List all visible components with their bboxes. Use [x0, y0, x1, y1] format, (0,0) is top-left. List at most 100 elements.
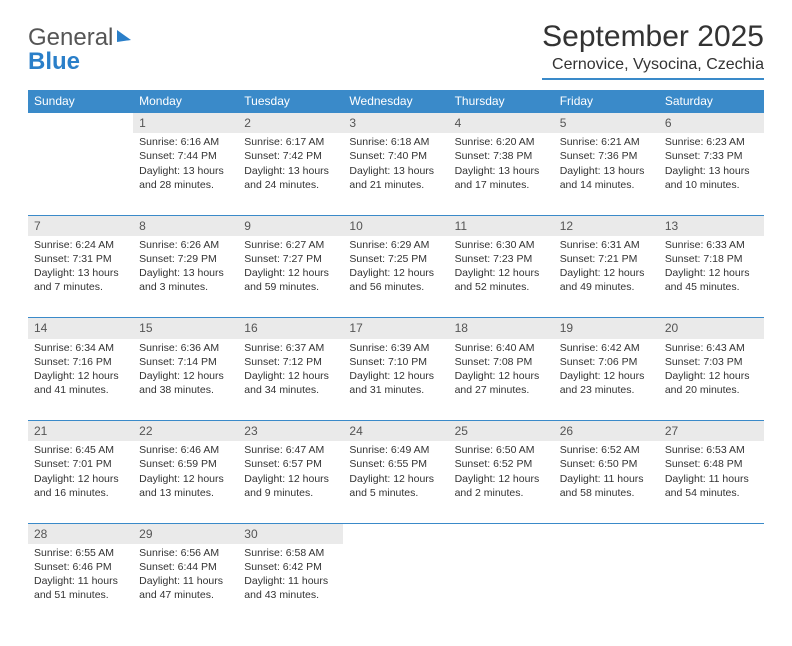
- day-info-line: Sunset: 6:42 PM: [244, 560, 337, 574]
- day-number-cell: 15: [133, 318, 238, 339]
- weekday-header: Friday: [554, 90, 659, 113]
- day-info-line: Daylight: 12 hours: [455, 472, 548, 486]
- day-info-line: and 27 minutes.: [455, 383, 548, 397]
- day-number-cell: 2: [238, 113, 343, 134]
- day-content-cell: [554, 544, 659, 626]
- day-info-line: and 41 minutes.: [34, 383, 127, 397]
- day-number-cell: 27: [659, 421, 764, 442]
- day-content-cell: Sunrise: 6:49 AMSunset: 6:55 PMDaylight:…: [343, 441, 448, 523]
- day-info-line: Daylight: 11 hours: [34, 574, 127, 588]
- day-info-line: Sunset: 7:27 PM: [244, 252, 337, 266]
- day-info-line: Sunrise: 6:43 AM: [665, 341, 758, 355]
- day-info-line: Daylight: 13 hours: [665, 164, 758, 178]
- day-number-row: 282930: [28, 523, 764, 544]
- day-number-cell: 30: [238, 523, 343, 544]
- day-number-cell: 18: [449, 318, 554, 339]
- day-content-cell: Sunrise: 6:20 AMSunset: 7:38 PMDaylight:…: [449, 133, 554, 215]
- day-info-line: Sunrise: 6:42 AM: [560, 341, 653, 355]
- logo-text-blue: Blue: [28, 48, 80, 75]
- day-content-cell: Sunrise: 6:55 AMSunset: 6:46 PMDaylight:…: [28, 544, 133, 626]
- day-info-line: Sunset: 7:21 PM: [560, 252, 653, 266]
- day-content-cell: Sunrise: 6:31 AMSunset: 7:21 PMDaylight:…: [554, 236, 659, 318]
- day-info-line: Sunrise: 6:27 AM: [244, 238, 337, 252]
- day-info-line: and 16 minutes.: [34, 486, 127, 500]
- day-info-line: Sunset: 6:44 PM: [139, 560, 232, 574]
- day-number-row: 123456: [28, 113, 764, 134]
- day-info-line: and 45 minutes.: [665, 280, 758, 294]
- weekday-header: Saturday: [659, 90, 764, 113]
- day-info-line: Sunset: 7:38 PM: [455, 149, 548, 163]
- day-number-cell: 11: [449, 215, 554, 236]
- day-info-line: Daylight: 11 hours: [139, 574, 232, 588]
- day-info-line: Sunrise: 6:58 AM: [244, 546, 337, 560]
- day-info-line: and 38 minutes.: [139, 383, 232, 397]
- day-number-cell: 29: [133, 523, 238, 544]
- day-info-line: Daylight: 11 hours: [244, 574, 337, 588]
- day-info-line: Sunset: 6:52 PM: [455, 457, 548, 471]
- day-info-line: Sunrise: 6:56 AM: [139, 546, 232, 560]
- day-number-cell: 19: [554, 318, 659, 339]
- day-info-line: Sunrise: 6:55 AM: [34, 546, 127, 560]
- day-info-line: Sunset: 7:29 PM: [139, 252, 232, 266]
- day-info-line: and 9 minutes.: [244, 486, 337, 500]
- day-number-cell: 20: [659, 318, 764, 339]
- day-info-line: Sunrise: 6:36 AM: [139, 341, 232, 355]
- day-info-line: Sunset: 7:14 PM: [139, 355, 232, 369]
- day-content-cell: Sunrise: 6:17 AMSunset: 7:42 PMDaylight:…: [238, 133, 343, 215]
- day-info-line: Daylight: 12 hours: [560, 266, 653, 280]
- day-number-cell: 26: [554, 421, 659, 442]
- day-info-line: Daylight: 13 hours: [560, 164, 653, 178]
- day-info-line: Sunset: 7:44 PM: [139, 149, 232, 163]
- day-content-cell: Sunrise: 6:43 AMSunset: 7:03 PMDaylight:…: [659, 339, 764, 421]
- day-number-cell: 16: [238, 318, 343, 339]
- day-info-line: and 21 minutes.: [349, 178, 442, 192]
- day-content-cell: Sunrise: 6:45 AMSunset: 7:01 PMDaylight:…: [28, 441, 133, 523]
- day-info-line: Sunrise: 6:46 AM: [139, 443, 232, 457]
- day-info-line: and 13 minutes.: [139, 486, 232, 500]
- day-content-cell: Sunrise: 6:26 AMSunset: 7:29 PMDaylight:…: [133, 236, 238, 318]
- day-content-cell: Sunrise: 6:24 AMSunset: 7:31 PMDaylight:…: [28, 236, 133, 318]
- day-info-line: and 24 minutes.: [244, 178, 337, 192]
- weekday-header: Thursday: [449, 90, 554, 113]
- day-content-cell: Sunrise: 6:50 AMSunset: 6:52 PMDaylight:…: [449, 441, 554, 523]
- day-info-line: and 10 minutes.: [665, 178, 758, 192]
- day-info-line: Sunrise: 6:17 AM: [244, 135, 337, 149]
- day-number-cell: 8: [133, 215, 238, 236]
- day-content-cell: [659, 544, 764, 626]
- day-number-cell: 22: [133, 421, 238, 442]
- day-content-cell: Sunrise: 6:52 AMSunset: 6:50 PMDaylight:…: [554, 441, 659, 523]
- day-info-line: and 34 minutes.: [244, 383, 337, 397]
- day-content-cell: Sunrise: 6:39 AMSunset: 7:10 PMDaylight:…: [343, 339, 448, 421]
- day-info-line: Sunset: 7:03 PM: [665, 355, 758, 369]
- day-content-cell: [343, 544, 448, 626]
- day-number-cell: 13: [659, 215, 764, 236]
- day-content-cell: Sunrise: 6:36 AMSunset: 7:14 PMDaylight:…: [133, 339, 238, 421]
- day-info-line: Sunrise: 6:30 AM: [455, 238, 548, 252]
- day-info-line: and 7 minutes.: [34, 280, 127, 294]
- day-info-line: Sunset: 7:42 PM: [244, 149, 337, 163]
- day-info-line: and 56 minutes.: [349, 280, 442, 294]
- day-number-cell: 1: [133, 113, 238, 134]
- day-content-cell: Sunrise: 6:34 AMSunset: 7:16 PMDaylight:…: [28, 339, 133, 421]
- weekday-header: Tuesday: [238, 90, 343, 113]
- day-content-row: Sunrise: 6:45 AMSunset: 7:01 PMDaylight:…: [28, 441, 764, 523]
- day-info-line: Sunrise: 6:34 AM: [34, 341, 127, 355]
- logo-mark-icon: [117, 30, 131, 42]
- day-info-line: and 31 minutes.: [349, 383, 442, 397]
- day-info-line: Daylight: 12 hours: [349, 266, 442, 280]
- day-number-cell: [28, 113, 133, 134]
- day-content-row: Sunrise: 6:55 AMSunset: 6:46 PMDaylight:…: [28, 544, 764, 626]
- day-info-line: Daylight: 13 hours: [139, 164, 232, 178]
- day-info-line: Sunset: 7:40 PM: [349, 149, 442, 163]
- day-info-line: Sunset: 6:55 PM: [349, 457, 442, 471]
- day-info-line: Sunset: 7:31 PM: [34, 252, 127, 266]
- day-info-line: Sunrise: 6:47 AM: [244, 443, 337, 457]
- day-info-line: and 3 minutes.: [139, 280, 232, 294]
- day-info-line: Daylight: 11 hours: [665, 472, 758, 486]
- day-number-cell: 5: [554, 113, 659, 134]
- day-info-line: and 23 minutes.: [560, 383, 653, 397]
- day-content-cell: Sunrise: 6:46 AMSunset: 6:59 PMDaylight:…: [133, 441, 238, 523]
- day-info-line: Daylight: 12 hours: [139, 369, 232, 383]
- day-number-cell: 24: [343, 421, 448, 442]
- day-content-cell: Sunrise: 6:47 AMSunset: 6:57 PMDaylight:…: [238, 441, 343, 523]
